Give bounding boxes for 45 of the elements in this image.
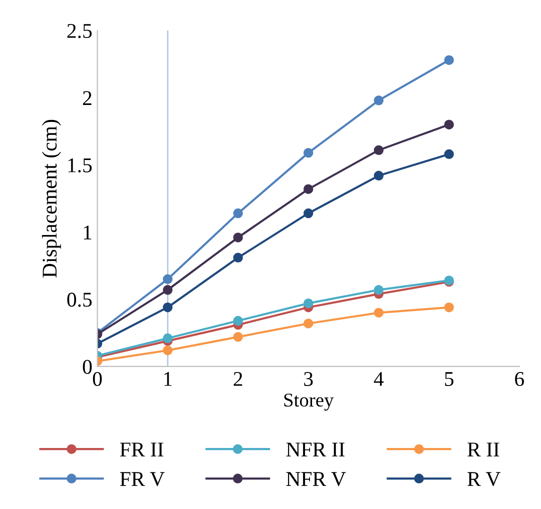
- x-tick-label: 0: [92, 372, 102, 386]
- point: [162, 333, 173, 344]
- legend-label: FR V: [120, 472, 165, 486]
- x-tick-label: 4: [374, 372, 384, 386]
- point: [374, 96, 384, 106]
- y-tick-label: 1: [84, 226, 92, 240]
- point: [162, 285, 173, 295]
- point: [304, 208, 314, 218]
- point: [374, 170, 384, 181]
- point: [162, 274, 173, 284]
- point: [304, 148, 314, 158]
- legend-label: FR II: [120, 442, 164, 456]
- point: [304, 298, 314, 308]
- x-tick-label: 2: [234, 372, 242, 386]
- point: [233, 332, 243, 342]
- point: [304, 184, 314, 194]
- point: [233, 316, 243, 326]
- y-tick-label: 0: [82, 360, 92, 374]
- legend-label: R II: [468, 442, 500, 456]
- point: [444, 120, 454, 130]
- point: [374, 308, 384, 318]
- x-tick-label: 3: [304, 372, 313, 386]
- point: [162, 302, 173, 312]
- y-tick-label: 2.5: [67, 24, 92, 38]
- point: [233, 232, 243, 242]
- x-tick-label: 1: [164, 372, 172, 386]
- x-axis-title: Storey: [284, 394, 334, 411]
- point: [444, 149, 454, 160]
- point: [162, 345, 173, 356]
- point: [233, 208, 243, 218]
- y-tick-label: 0.5: [67, 292, 92, 307]
- legend-label: NFR II: [286, 442, 345, 456]
- y-axis-title: Displacement (cm): [42, 120, 61, 278]
- legend-label: NFR V: [286, 472, 346, 486]
- point: [374, 285, 384, 295]
- point: [444, 302, 454, 312]
- y-tick-label: 1.5: [68, 158, 92, 172]
- legend-label: R V: [468, 472, 500, 486]
- y-tick-label: 2: [83, 91, 92, 105]
- x-tick-label: 5: [445, 372, 454, 386]
- point: [374, 145, 384, 155]
- point: [444, 55, 454, 65]
- x-tick-label: 6: [515, 372, 524, 386]
- point: [304, 318, 314, 328]
- point: [233, 252, 243, 262]
